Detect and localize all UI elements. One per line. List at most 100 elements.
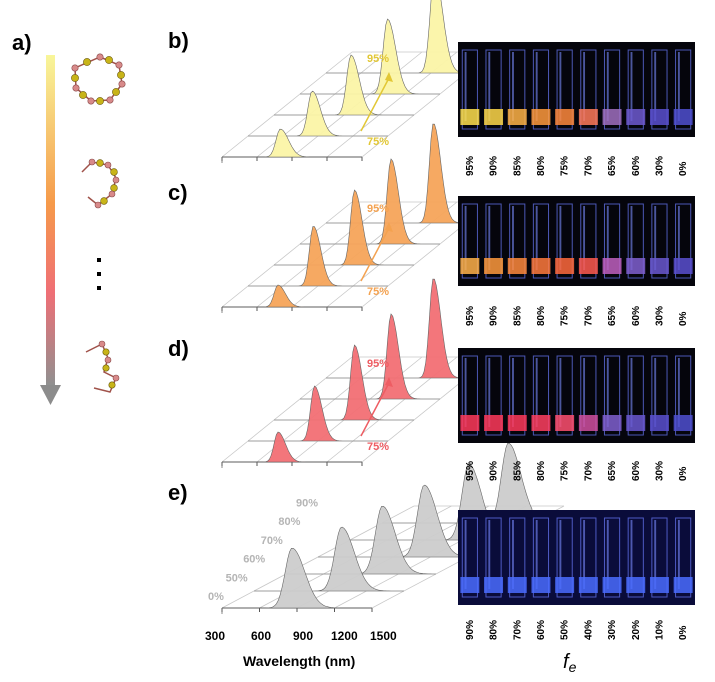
vial bbox=[580, 49, 597, 130]
vial bbox=[461, 49, 478, 130]
vial-label: 70% bbox=[583, 306, 594, 326]
vial-label: 60% bbox=[631, 461, 642, 481]
vial bbox=[485, 49, 502, 130]
trend-arrow-icon bbox=[360, 382, 390, 437]
vial-glow bbox=[649, 109, 669, 125]
vial-highlight bbox=[654, 206, 657, 270]
fraction-label: 50% bbox=[226, 572, 248, 584]
vial bbox=[627, 355, 644, 436]
low-fraction-label: 75% bbox=[367, 441, 389, 453]
fraction-label: 90% bbox=[296, 498, 318, 510]
vial-highlight bbox=[535, 206, 538, 270]
vial-glow bbox=[484, 415, 504, 431]
vial bbox=[603, 49, 621, 130]
vial-highlight bbox=[654, 358, 657, 427]
vial bbox=[603, 203, 621, 279]
vial-glow bbox=[460, 258, 480, 274]
fraction-label: 0% bbox=[208, 591, 224, 603]
trend-arrow-icon bbox=[360, 77, 390, 132]
vial-label: 60% bbox=[536, 620, 547, 640]
vial-highlight bbox=[488, 520, 491, 589]
panel-letter-d: d) bbox=[168, 336, 189, 361]
vial-label: 60% bbox=[631, 156, 642, 176]
vial bbox=[485, 517, 502, 598]
panel-letter-c: c) bbox=[168, 180, 188, 205]
molecule-open-chain-icon bbox=[81, 158, 120, 209]
vial-glow bbox=[673, 577, 693, 593]
vial-highlight bbox=[583, 358, 586, 427]
vial-glow bbox=[649, 577, 669, 593]
vial-label: 0% bbox=[678, 466, 689, 481]
trend-arrow-icon bbox=[360, 227, 390, 282]
vial bbox=[603, 355, 621, 436]
spectrum-curve bbox=[222, 128, 362, 158]
vial bbox=[461, 203, 478, 279]
vial-glow bbox=[555, 415, 575, 431]
vial bbox=[675, 49, 692, 130]
vial-glow bbox=[626, 577, 646, 593]
spectrum-curve bbox=[248, 385, 388, 442]
vial-label: 90% bbox=[465, 620, 476, 640]
x-tick-900: 900 bbox=[293, 629, 313, 643]
vial-label: 85% bbox=[512, 306, 523, 326]
low-fraction-label: 75% bbox=[367, 286, 389, 298]
vial-label: 30% bbox=[654, 306, 665, 326]
vial-glow bbox=[578, 577, 598, 593]
vial bbox=[556, 355, 573, 436]
vial bbox=[556, 49, 573, 130]
spectrum-curve bbox=[274, 344, 414, 421]
grid-line bbox=[221, 51, 353, 158]
vial-highlight bbox=[464, 52, 467, 121]
vial bbox=[580, 203, 597, 279]
vial bbox=[651, 203, 668, 279]
vial-highlight bbox=[677, 52, 680, 121]
high-fraction-label: 95% bbox=[367, 53, 389, 65]
vial-glow bbox=[484, 577, 504, 593]
vial-glow bbox=[531, 109, 551, 125]
vial-glow bbox=[507, 577, 527, 593]
vial-highlight bbox=[677, 206, 680, 270]
x-tick-1500: 1500 bbox=[370, 629, 397, 643]
fraction-label: 70% bbox=[261, 535, 283, 547]
vial bbox=[556, 203, 573, 279]
vial-photo-d: 95% 90% 85% 80% 75% 70% 65% 60% 30% 0% bbox=[458, 348, 695, 481]
vial bbox=[675, 203, 692, 279]
vial bbox=[532, 203, 550, 279]
vial-highlight bbox=[512, 520, 514, 589]
vial-photo-c: 95% 90% 85% 80% 75% 70% 65% 60% 30% 0% bbox=[458, 196, 695, 326]
vial-glow bbox=[626, 109, 646, 125]
vial-highlight bbox=[488, 358, 491, 427]
vial-highlight bbox=[559, 358, 562, 427]
vial-glow bbox=[460, 109, 480, 125]
vial-label: 90% bbox=[489, 461, 500, 481]
fe-label-main: f bbox=[563, 651, 571, 673]
fe-label-sub: e bbox=[569, 659, 577, 675]
vial-highlight bbox=[630, 52, 633, 121]
vial bbox=[556, 517, 573, 598]
vial-label: 80% bbox=[536, 461, 547, 481]
vial-label: 0% bbox=[678, 625, 689, 640]
vial-photo-b: 95% 90% 85% 80% 75% 70% 65% 60% 30% 0% bbox=[458, 42, 695, 176]
x-axis: 300 600 900 1200 1500 Wavelength (nm) bbox=[205, 629, 397, 669]
vial-highlight bbox=[630, 520, 633, 589]
vial-glow bbox=[484, 258, 504, 274]
vial-label: 80% bbox=[489, 620, 500, 640]
vial-glow bbox=[484, 109, 504, 125]
spectrum-curve bbox=[248, 90, 388, 137]
vial-highlight bbox=[464, 520, 467, 589]
vial-highlight bbox=[583, 52, 586, 121]
vial bbox=[532, 517, 550, 598]
high-fraction-label: 95% bbox=[367, 358, 389, 370]
vial-highlight bbox=[464, 206, 467, 270]
x-tick-1200: 1200 bbox=[331, 629, 358, 643]
arrow-head-icon bbox=[385, 72, 393, 82]
vial bbox=[509, 49, 526, 130]
vial-label: 30% bbox=[654, 156, 665, 176]
vial bbox=[603, 517, 621, 598]
molecule-ring-icon bbox=[71, 53, 126, 105]
vial-glow bbox=[673, 109, 693, 125]
vial-highlight bbox=[654, 520, 657, 589]
vial-highlight bbox=[677, 358, 680, 427]
vial-label: 0% bbox=[678, 311, 689, 326]
vial-label: 0% bbox=[678, 161, 689, 176]
